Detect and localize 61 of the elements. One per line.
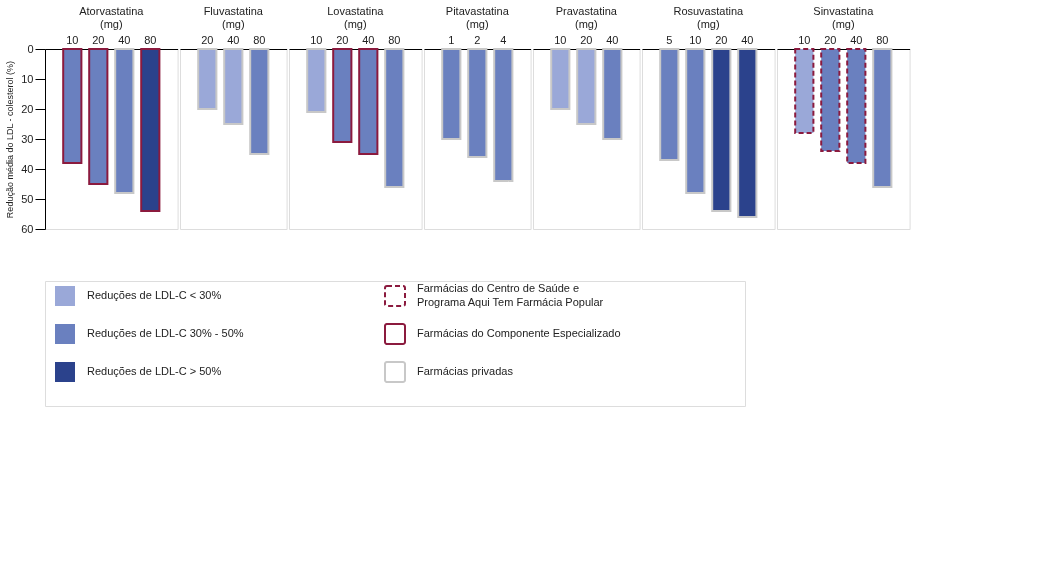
legend-label: Reduções de LDL-C < 30% [87, 289, 222, 301]
x-tick-label: 10 [554, 33, 567, 46]
chart-title: Rosuvastatina (mg) [673, 5, 745, 30]
y-tick-label: 10 [21, 72, 34, 85]
chart-title: Pravastatina (mg) [555, 5, 618, 30]
bar [332, 48, 353, 143]
y-tick-label: 40 [21, 162, 34, 175]
bar [711, 48, 732, 212]
x-tick-label: 80 [388, 33, 401, 46]
x-tick-label: 80 [144, 33, 157, 46]
bar [140, 48, 161, 212]
x-tick-label: 4 [500, 33, 507, 46]
bar [820, 48, 841, 152]
x-tick-label: 20 [580, 33, 593, 46]
y-axis-title: Redução média do LDL - colesterol (%) [5, 60, 16, 219]
legend-label: Farmácias privadas [417, 365, 514, 377]
x-tick-label: 20 [824, 33, 837, 46]
chart-title: Atorvastatina (mg) [79, 5, 145, 30]
legend-label: Reduções de LDL-C > 50% [87, 365, 222, 377]
x-tick-label: 40 [227, 33, 240, 46]
bar [358, 48, 379, 155]
x-tick-label: 10 [66, 33, 79, 46]
y-tick-label: 30 [21, 132, 34, 145]
bar [872, 48, 893, 188]
x-tick-label: 1 [448, 33, 455, 46]
bar [114, 48, 135, 194]
bar [62, 48, 83, 164]
x-tick-label: 2 [474, 33, 481, 46]
x-tick-label: 10 [310, 33, 323, 46]
x-tick-label: 80 [876, 33, 889, 46]
x-tick-label: 40 [606, 33, 619, 46]
bar [737, 48, 758, 218]
chart-title: Sinvastatina (mg) [813, 5, 875, 30]
x-tick-label: 40 [741, 33, 754, 46]
x-tick-label: 40 [850, 33, 863, 46]
y-tick-label: 20 [21, 102, 34, 115]
bar [794, 48, 815, 134]
x-tick-label: 20 [715, 33, 728, 46]
bar [659, 48, 680, 161]
bar [306, 48, 327, 113]
y-tick-label: 0 [27, 42, 34, 55]
x-tick-label: 40 [118, 33, 131, 46]
x-tick-label: 10 [798, 33, 811, 46]
chart-title: Fluvastatina (mg) [203, 5, 264, 30]
legend-label: Farmácias do Componente Especializado [417, 327, 621, 339]
x-tick-label: 40 [362, 33, 375, 46]
x-tick-label: 20 [201, 33, 214, 46]
x-tick-label: 80 [253, 33, 266, 46]
bar [685, 48, 706, 194]
x-tick-label: 5 [666, 33, 673, 46]
chart-title: Lovastatina (mg) [327, 5, 385, 30]
legend-label: Farmácias do Centro de Saúde e Programa Aqui Tem Farmácia Popular [417, 282, 604, 308]
x-tick-label: 20 [92, 33, 105, 46]
bar [846, 48, 867, 164]
legend-label: Reduções de LDL-C 30% - 50% [87, 327, 244, 339]
x-tick-label: 10 [689, 33, 702, 46]
bar [88, 48, 109, 185]
x-tick-label: 20 [336, 33, 349, 46]
y-tick-label: 50 [21, 192, 34, 205]
y-tick-label: 60 [21, 222, 34, 235]
chart-title: Pitavastatina (mg) [445, 5, 510, 30]
